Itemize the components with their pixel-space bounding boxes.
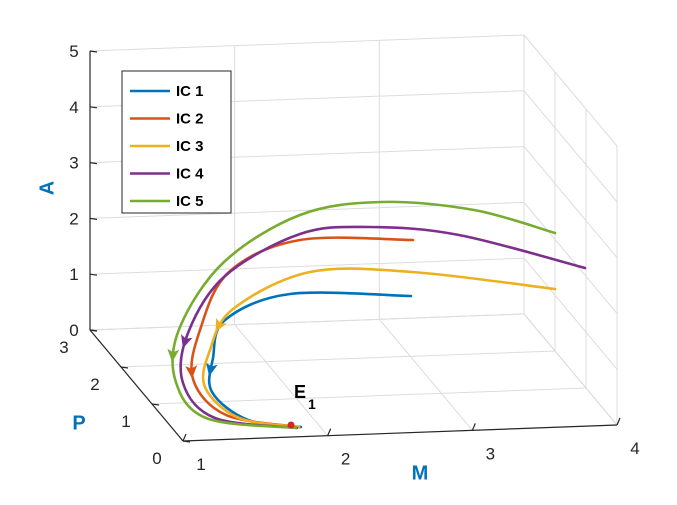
y-axis-line (89, 329, 184, 442)
floor-grid-line (234, 324, 329, 436)
legend-entry-label: IC 3 (176, 138, 204, 155)
z-tick-mark (89, 106, 98, 109)
y-tick-label: 3 (59, 338, 68, 357)
side-wall-grid-line (523, 90, 618, 203)
equilibrium-marker (287, 421, 295, 429)
z-tick-mark (89, 329, 98, 332)
legend-entry-label: IC 2 (176, 111, 204, 128)
floor-grid-line (378, 319, 473, 431)
side-wall-grid-line (523, 257, 618, 370)
back-wall-grid-line (89, 201, 525, 219)
side-wall-grid-line (523, 202, 618, 314)
z-tick-label: 0 (69, 321, 78, 340)
x-tick-mark (471, 423, 476, 431)
z-tick-mark (89, 162, 98, 165)
y-axis-label: P (72, 412, 85, 434)
x-tick-label: 1 (196, 455, 205, 474)
x-tick-label: 3 (486, 444, 495, 463)
legend-box (121, 70, 232, 214)
back-wall-grid-line (89, 313, 525, 331)
y-tick-mark (182, 440, 191, 443)
x-tick-label: 2 (341, 450, 350, 469)
side-wall-grid-line (523, 146, 618, 258)
z-tick-mark (89, 217, 98, 220)
y-tick-mark (151, 403, 160, 406)
equilibrium-label: E 1 (294, 382, 316, 412)
direction-arrow (215, 317, 227, 333)
trajectories (167, 200, 587, 430)
x-tick-mark (182, 433, 187, 442)
direction-arrow (205, 362, 218, 377)
z-axis-label: A (36, 181, 58, 195)
direction-arrow (167, 348, 180, 363)
equilibrium-label-sub: 1 (308, 396, 316, 412)
floor-grid-line (120, 350, 556, 368)
equilibrium-label-main: E (294, 382, 306, 402)
z-tick-label: 4 (69, 98, 78, 117)
x-tick-mark (327, 428, 332, 436)
y-tick-label: 2 (90, 375, 99, 394)
y-tick-mark (120, 366, 129, 369)
axes (89, 50, 621, 443)
back-wall-grid-line (89, 257, 525, 275)
z-tick-label: 5 (69, 42, 78, 61)
series-line (190, 236, 415, 429)
z-tick-mark (89, 50, 98, 53)
x-axis-line (182, 424, 618, 442)
direction-arrow (181, 334, 193, 349)
back-wall-grid-line (89, 34, 525, 52)
z-tick-label: 3 (69, 154, 78, 173)
grid (89, 34, 618, 442)
series-line (201, 267, 557, 429)
legend: IC 1 IC 2 IC 3 IC 4 IC 5 (121, 70, 232, 214)
y-tick-label: 1 (121, 412, 130, 431)
series-line (179, 225, 587, 430)
z-tick-label: 2 (69, 209, 78, 228)
direction-arrow (185, 365, 198, 379)
legend-entry-label: IC 4 (176, 166, 204, 183)
legend-entry-label: IC 1 (176, 83, 204, 100)
floor-grid-line (151, 387, 587, 405)
series-line (171, 200, 557, 430)
side-wall-grid-line (523, 313, 618, 426)
z-tick-mark (89, 273, 98, 276)
legend-entry-label: IC 5 (176, 193, 204, 210)
side-wall-grid-line (523, 34, 618, 147)
x-tick-mark (616, 417, 621, 426)
z-tick-label: 1 (69, 265, 78, 284)
x-axis-label: M (412, 462, 429, 484)
y-tick-label: 0 (152, 449, 161, 468)
x-tick-label: 4 (630, 439, 639, 458)
